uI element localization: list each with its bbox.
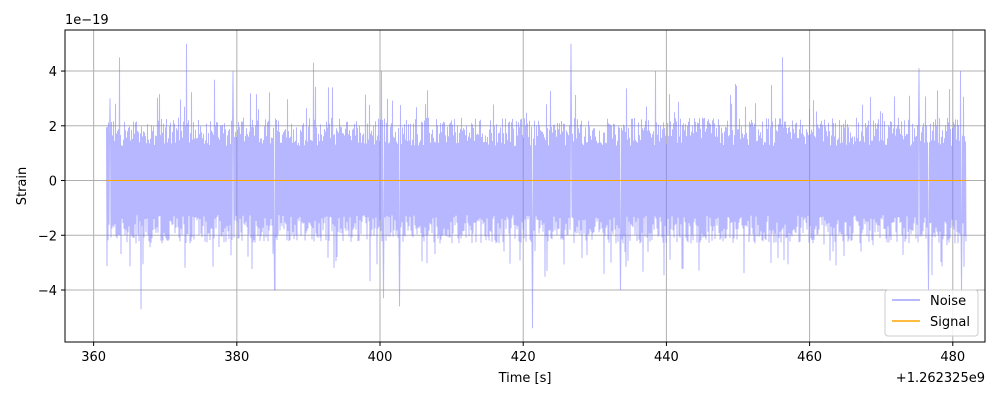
legend-signal-label: Signal [930,315,970,330]
x-tick-label: 440 [654,350,679,365]
legend-noise-label: Noise [930,294,966,309]
x-axis-ticks: 360 380 400 420 440 460 480 [81,342,965,365]
y-axis-label: Strain [15,167,30,206]
x-tick-label: 420 [511,350,536,365]
axes-frame [64,29,986,343]
y-tick-label: −2 [38,229,57,244]
x-tick-label: 480 [940,350,965,365]
y-tick-label: 2 [49,120,57,135]
x-tick-label: 460 [797,350,822,365]
legend-box [884,289,979,337]
noise-series-line [106,43,967,329]
y-scale-offset-label: 1e−19 [65,13,109,28]
x-tick-label: 380 [224,350,249,365]
x-axis-label: Time [s] [498,371,552,386]
y-tick-label: 0 [49,175,57,190]
legend: Noise Signal [884,289,979,337]
x-tick-label: 360 [81,350,106,365]
y-tick-label: −4 [38,284,57,299]
x-tick-label: 400 [368,350,393,365]
y-axis-ticks: −4 −2 0 2 4 [38,65,65,299]
x-offset-label: +1.262325e9 [896,371,985,386]
y-tick-label: 4 [49,65,57,80]
